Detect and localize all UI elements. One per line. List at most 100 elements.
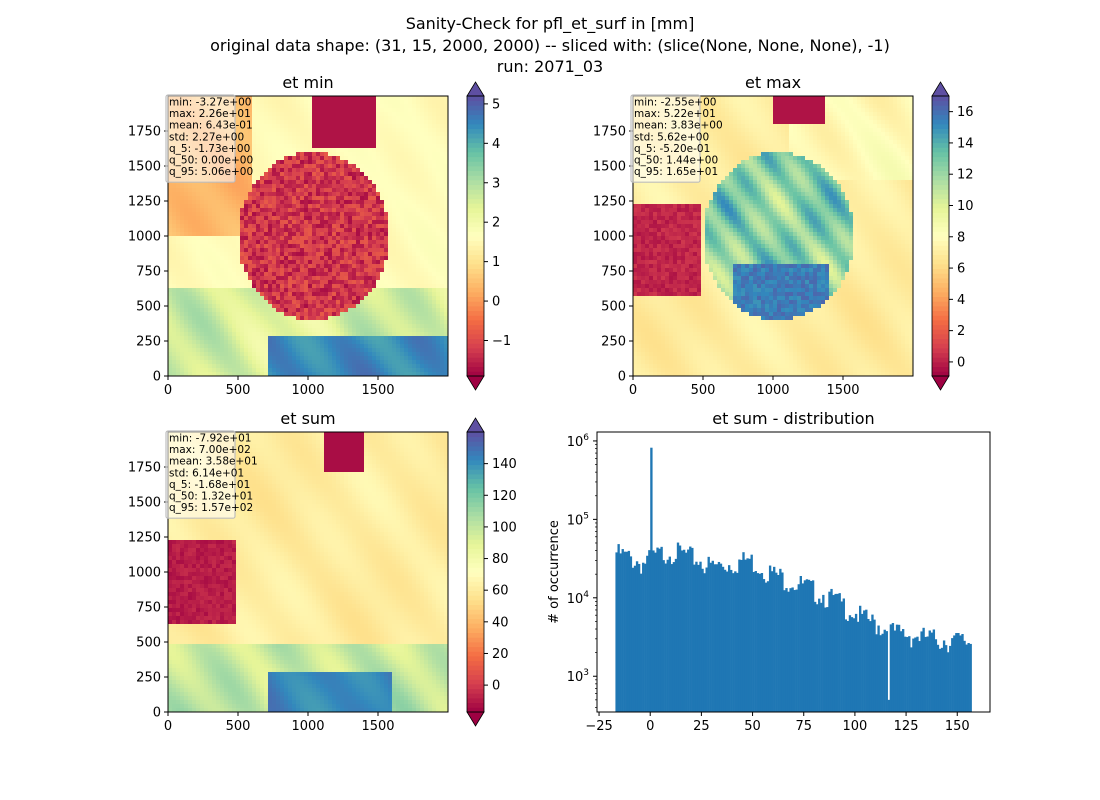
panel-min-heatmap-cell — [292, 128, 297, 133]
panel-min-heatmap-cell — [264, 260, 269, 265]
panel-min-heatmap-cell — [240, 264, 245, 269]
panel-min-heatmap-cell — [348, 256, 353, 261]
panel-min-heatmap-cell — [380, 244, 385, 249]
panel-min-heatmap-cell — [352, 160, 357, 165]
panel-min-heatmap-cell — [296, 340, 301, 345]
panel-min-heatmap-cell — [428, 292, 433, 297]
panel-min-heatmap-cell — [372, 208, 377, 213]
panel-min-heatmap-cell — [268, 252, 273, 257]
panel-min-heatmap-cell — [356, 276, 361, 281]
panel-min-heatmap-cell — [184, 244, 189, 249]
panel-min-heatmap-cell — [260, 248, 265, 253]
panel-min-heatmap-cell — [424, 320, 429, 325]
panel-min-heatmap-cell — [380, 152, 385, 157]
panel-min-heatmap-cell — [180, 244, 185, 249]
panel-min-heatmap-cell — [328, 232, 333, 237]
panel-min-heatmap-cell — [432, 208, 437, 213]
panel-min-colorbar-step — [467, 343, 484, 349]
panel-min-heatmap-cell — [200, 308, 205, 313]
panel-min-heatmap-cell — [412, 288, 417, 293]
panel-min-heatmap-cell — [352, 140, 357, 145]
panel-min-heatmap-cell — [268, 352, 273, 357]
panel-min-heatmap-cell — [312, 368, 317, 373]
panel-min-heatmap-cell — [412, 236, 417, 241]
panel-min-heatmap-cell — [204, 256, 209, 261]
panel-min-heatmap-cell — [392, 368, 397, 373]
panel-min-heatmap-cell — [176, 336, 181, 341]
panel-min-heatmap-cell — [416, 288, 421, 293]
panel-min-heatmap-cell — [388, 372, 393, 377]
panel-min-heatmap-cell — [324, 196, 329, 201]
panel-min-heatmap-cell — [300, 372, 305, 377]
panel-min-heatmap-cell — [196, 320, 201, 325]
panel-min-heatmap-cell — [216, 248, 221, 253]
panel-min-heatmap-cell — [444, 280, 449, 285]
panel-min-stats-box-bg — [165, 94, 236, 183]
panel-min-heatmap-cell — [384, 136, 389, 141]
panel-min-heatmap-cell — [248, 316, 253, 321]
panel-min-heatmap-cell — [316, 240, 321, 245]
panel-min-heatmap-cell — [224, 268, 229, 273]
panel-min-heatmap-cell — [388, 224, 393, 229]
panel-min-heatmap-cell — [440, 120, 445, 125]
panel-min-heatmap-cell — [392, 120, 397, 125]
panel-min-heatmap-cell — [360, 312, 365, 317]
panel-min-heatmap-cell — [248, 200, 253, 205]
panel-min-heatmap-cell — [168, 348, 173, 353]
panel-min-heatmap-cell — [288, 208, 293, 213]
panel-min-heatmap-cell — [284, 100, 289, 105]
panel-min-heatmap-cell — [340, 284, 345, 289]
panel-min-heatmap-cell — [276, 124, 281, 129]
panel-min-heatmap-cell — [380, 232, 385, 237]
panel-min-heatmap-cell — [420, 340, 425, 345]
panel-min-heatmap-cell — [444, 352, 449, 357]
panel-min-heatmap-cell — [388, 280, 393, 285]
panel-min-heatmap-cell — [368, 164, 373, 169]
panel-min-heatmap-cell — [228, 272, 233, 277]
panel-min-heatmap-cell — [428, 268, 433, 273]
panel-min-heatmap-cell — [404, 248, 409, 253]
panel-min-heatmap-cell — [420, 320, 425, 325]
panel-min-heatmap-cell — [316, 96, 321, 101]
panel-min-heatmap-cell — [288, 184, 293, 189]
panel-min-heatmap-cell — [436, 192, 441, 197]
panel-min-heatmap-cell — [220, 344, 225, 349]
panel-min-heatmap-cell — [204, 360, 209, 365]
panel-min-heatmap-cell — [236, 128, 241, 133]
panel-min-heatmap-cell — [396, 248, 401, 253]
panel-min-heatmap-cell — [384, 152, 389, 157]
panel-min-heatmap-cell — [324, 252, 329, 257]
panel-min-heatmap-cell — [412, 296, 417, 301]
panel-min-heatmap-cell — [188, 244, 193, 249]
panel-min-heatmap-cell — [336, 340, 341, 345]
panel-min-heatmap-cell — [436, 136, 441, 141]
panel-min-heatmap-cell — [348, 332, 353, 337]
panel-min-heatmap-cell — [420, 324, 425, 329]
panel-min-heatmap-cell — [436, 352, 441, 357]
panel-min-heatmap-cell — [244, 168, 249, 173]
panel-min-heatmap-cell — [196, 204, 201, 209]
panel-min-heatmap-cell — [288, 100, 293, 105]
panel-min-heatmap-cell — [408, 344, 413, 349]
panel-min-heatmap-cell — [380, 264, 385, 269]
panel-min-heatmap-cell — [264, 332, 269, 337]
panel-min-heatmap-cell — [208, 276, 213, 281]
panel-min-heatmap-cell — [252, 108, 257, 113]
panel-min-heatmap-cell — [320, 168, 325, 173]
panel-min-colorbar-step — [467, 189, 484, 195]
panel-min-heatmap-cell — [408, 324, 413, 329]
panel-min-heatmap-cell — [368, 320, 373, 325]
panel-min-heatmap-cell — [184, 260, 189, 265]
panel-min-heatmap-cell — [320, 272, 325, 277]
panel-min-heatmap-cell — [232, 312, 237, 317]
panel-min-heatmap-cell — [236, 160, 241, 165]
panel-min-heatmap-cell — [200, 288, 205, 293]
panel-min-heatmap-cell — [292, 352, 297, 357]
panel-min-heatmap-cell — [284, 296, 289, 301]
panel-min-heatmap-cell — [340, 104, 345, 109]
panel-min-heatmap-cell — [248, 172, 253, 177]
panel-min-heatmap-cell — [248, 348, 253, 353]
panel-min-heatmap-cell — [272, 168, 277, 173]
panel-min-heatmap-cell — [300, 108, 305, 113]
panel-min-heatmap-cell — [260, 304, 265, 309]
